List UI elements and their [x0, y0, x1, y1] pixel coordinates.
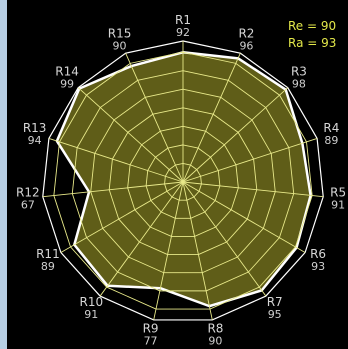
category-label: R12: [16, 185, 40, 199]
grid-spoke: [153, 181, 184, 321]
grid-spoke: [60, 181, 184, 253]
category-label: R10: [80, 295, 104, 309]
grid-ring: [164, 162, 202, 201]
category-label: R4: [323, 121, 339, 135]
grid-spoke: [182, 138, 318, 183]
value-label: 91: [84, 308, 98, 321]
grid-spoke: [99, 181, 184, 297]
grid-spoke: [77, 87, 184, 183]
grid-spoke: [182, 181, 213, 321]
value-label: 98: [292, 78, 306, 91]
grid-spoke: [48, 138, 184, 183]
category-label: R6: [310, 247, 326, 261]
category-label: R3: [291, 65, 307, 79]
grid-ring: [71, 70, 295, 292]
value-label: 92: [176, 26, 190, 39]
category-label: R13: [23, 121, 47, 135]
grid-ring: [90, 88, 276, 274]
value-label: 94: [28, 134, 42, 147]
value-label: 96: [239, 39, 253, 52]
grid-spoke: [42, 181, 184, 198]
value-label: 95: [268, 308, 282, 321]
grid-ring: [127, 125, 239, 237]
value-label: 99: [60, 78, 74, 91]
ra-annotation: Ra = 93: [288, 36, 336, 50]
value-label: 90: [208, 335, 222, 348]
grid-spoke: [182, 181, 267, 297]
category-label: R7: [267, 295, 283, 309]
value-label: 91: [331, 198, 345, 211]
category-label: R14: [55, 65, 79, 79]
grid-spoke: [125, 53, 184, 183]
value-label: 67: [21, 198, 35, 211]
outer-frame: [42, 40, 324, 321]
category-label: R2: [238, 26, 254, 40]
category-label: R11: [36, 247, 60, 261]
category-label: R5: [330, 185, 346, 199]
category-label: R15: [108, 26, 132, 40]
grid-spoke: [182, 181, 306, 253]
value-label: 90: [113, 39, 127, 52]
grid-spoke: [182, 181, 324, 198]
category-label: R8: [207, 322, 223, 336]
grid-ring: [53, 51, 313, 310]
value-label: 89: [324, 134, 338, 147]
grid-ring: [108, 107, 258, 256]
value-label: 77: [144, 335, 158, 348]
category-label: R1: [175, 13, 191, 27]
grid-spoke: [182, 87, 289, 183]
value-label: 89: [41, 260, 55, 273]
re-annotation: Re = 90: [288, 19, 336, 33]
category-label: R9: [143, 322, 159, 336]
grid-spoke: [182, 53, 241, 183]
grid-ring: [145, 144, 221, 219]
value-label: 93: [311, 260, 325, 273]
